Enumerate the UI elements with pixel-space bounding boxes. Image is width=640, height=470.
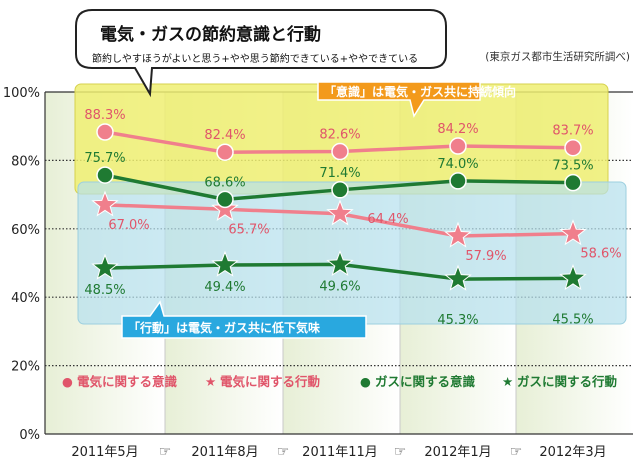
data-label: 49.4% (204, 280, 245, 295)
data-label: 45.3% (437, 313, 478, 328)
legend: ● 電気に関する意識 ★ 電気に関する行動 ● ガスに関する意識 ★ ガスに関する行動 (62, 374, 617, 389)
data-point-star (91, 190, 119, 217)
data-label: 88.3% (84, 108, 125, 123)
data-label: 67.0% (108, 218, 149, 233)
y-tick-label: 0% (19, 428, 40, 443)
data-point-star (444, 221, 472, 248)
x-arrow-glyph: ☞ (394, 444, 407, 460)
legend-symbol: ● (360, 374, 371, 389)
data-label: 82.6% (319, 128, 360, 143)
data-point-circle (449, 172, 467, 190)
data-label: 58.6% (580, 247, 621, 262)
data-label: 65.7% (228, 222, 269, 237)
data-point-circle (564, 138, 582, 157)
data-label: 64.4% (367, 212, 408, 227)
data-label: 68.6% (204, 175, 245, 190)
data-point-star (91, 253, 119, 280)
data-point-circle (216, 190, 234, 209)
x-axis: 2011年5月 ☞ 2011年8月 ☞ 2011年11月 ☞ 2012年1月 ☞ 2012年3月 (71, 444, 606, 460)
legend-symbol: ★ (502, 374, 513, 389)
legend-symbol: ★ (205, 374, 216, 389)
source-note: (東京ガス都市生活研究所調べ) (485, 50, 630, 63)
x-tick-label: 2011年11月 (302, 445, 378, 460)
awareness-callout: 「意識」は電気・ガス共に持続傾向 (317, 81, 516, 118)
data-label: 71.4% (319, 166, 360, 181)
data-point-star (326, 249, 354, 277)
data-label-layer: 88.3% 82.4% 82.6% 84.2% 83.7% 67.0% 65.7% 64.4%… (84, 108, 621, 328)
chart-title: 電気・ガスの節約意識と行動 (100, 24, 321, 45)
x-tick-label: 2012年1月 (424, 445, 491, 460)
y-tick-label: 20% (11, 360, 40, 375)
legend-symbol: ● (62, 374, 73, 389)
y-tick-label: 40% (11, 291, 40, 306)
data-label: 75.7% (84, 151, 125, 166)
data-point-circle (449, 137, 467, 155)
data-label: 82.4% (204, 128, 245, 143)
title-bubble-outline (75, 9, 447, 98)
x-tick-label: 2012年3月 (539, 445, 606, 460)
data-point-circle (564, 173, 582, 192)
legend-label: 電気に関する意識 (77, 374, 178, 389)
data-point-circle (331, 181, 349, 199)
data-label: 45.5% (552, 312, 593, 327)
data-point-star (211, 250, 239, 277)
data-point-star (444, 264, 472, 291)
y-axis: 0% 20% 40% 60% 80% 100% (3, 86, 46, 443)
data-point-circle (331, 142, 349, 161)
x-tick-label: 2011年8月 (191, 445, 258, 460)
chart-subtitle: 節約しやすほうがよいと思う+やや思う節約できている+ややできている (92, 52, 418, 65)
legend-label: 電気に関する行動 (220, 374, 320, 389)
y-tick-label: 80% (11, 154, 40, 169)
action-callout-text: 「行動」は電気・ガス共に低下気味 (128, 320, 320, 335)
legend-label: ガスに関する意識 (375, 374, 476, 389)
data-label: 49.6% (319, 279, 360, 294)
data-point-circle (216, 143, 234, 161)
data-label: 84.2% (437, 122, 478, 137)
action-callout: 「行動」は電気・ガス共に低下気味 (121, 300, 367, 339)
y-tick-label: 60% (11, 223, 40, 238)
data-point-star (559, 263, 587, 291)
x-arrow-glyph: ☞ (510, 444, 523, 460)
data-label: 57.9% (465, 249, 506, 264)
data-label: 83.7% (552, 124, 593, 139)
x-tick-label: 2011年5月 (71, 445, 138, 460)
y-tick-label: 100% (3, 86, 40, 101)
legend-label: ガスに関する行動 (517, 374, 617, 389)
data-label: 74.0% (437, 157, 478, 172)
x-arrow-glyph: ☞ (277, 444, 290, 460)
data-point-circle (96, 166, 114, 184)
data-label: 73.5% (552, 159, 593, 174)
data-point-star (326, 199, 354, 226)
data-label: 48.5% (84, 283, 125, 298)
awareness-callout-text: 「意識」は電気・ガス共に持続傾向 (324, 84, 516, 99)
data-point-circle (96, 123, 114, 141)
title-bubble: 電気・ガスの節約意識と行動 節約しやすほうがよいと思う+やや思う節約できている+… (75, 9, 447, 98)
data-point-star (559, 219, 587, 246)
series-layer (91, 123, 587, 291)
x-arrow-glyph: ☞ (159, 444, 172, 460)
